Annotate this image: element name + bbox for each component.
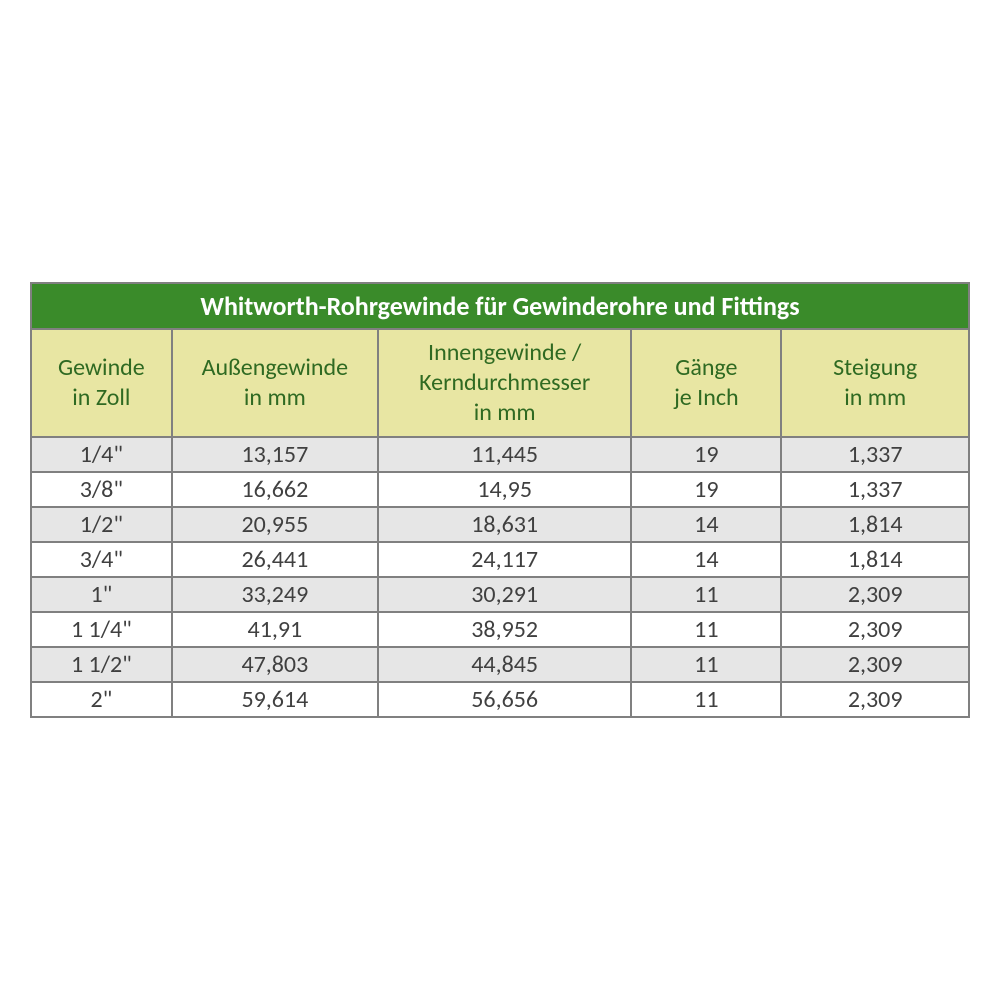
table-cell: 11 bbox=[631, 682, 781, 717]
table-cell: 19 bbox=[631, 437, 781, 472]
table-cell: 47,803 bbox=[172, 647, 378, 682]
col-header-line: Gänge bbox=[675, 353, 737, 382]
table-body: 1/4"13,15711,445191,3373/8"16,66214,9519… bbox=[31, 437, 969, 717]
table-row: 1/4"13,15711,445191,337 bbox=[31, 437, 969, 472]
col-header-line: Außengewinde bbox=[202, 353, 348, 382]
table-cell: 11 bbox=[631, 647, 781, 682]
table-cell: 56,656 bbox=[378, 682, 631, 717]
table-row: 3/8"16,66214,95191,337 bbox=[31, 472, 969, 507]
table-row: 2"59,61456,656112,309 bbox=[31, 682, 969, 717]
table-cell: 26,441 bbox=[172, 542, 378, 577]
table-cell: 11 bbox=[631, 612, 781, 647]
table-cell: 1/4" bbox=[31, 437, 172, 472]
table-cell: 13,157 bbox=[172, 437, 378, 472]
table-cell: 59,614 bbox=[172, 682, 378, 717]
table-cell: 2,309 bbox=[781, 612, 969, 647]
col-header-gaenge: Gänge je Inch bbox=[631, 329, 781, 437]
table-cell: 1/2" bbox=[31, 507, 172, 542]
table-container: Whitworth-Rohrgewinde für Gewinderohre u… bbox=[30, 282, 970, 718]
table-cell: 14,95 bbox=[378, 472, 631, 507]
table-cell: 30,291 bbox=[378, 577, 631, 612]
table-cell: 1,337 bbox=[781, 437, 969, 472]
col-header-steigung: Steigung in mm bbox=[781, 329, 969, 437]
table-cell: 24,117 bbox=[378, 542, 631, 577]
whitworth-table: Whitworth-Rohrgewinde für Gewinderohre u… bbox=[30, 282, 970, 718]
table-cell: 2" bbox=[31, 682, 172, 717]
table-row: 3/4"26,44124,117141,814 bbox=[31, 542, 969, 577]
col-header-line: in Zoll bbox=[72, 383, 130, 412]
table-cell: 19 bbox=[631, 472, 781, 507]
table-cell: 3/4" bbox=[31, 542, 172, 577]
col-header-innengewinde: Innengewinde / Kerndurchmesser in mm bbox=[378, 329, 631, 437]
table-cell: 20,955 bbox=[172, 507, 378, 542]
table-cell: 44,845 bbox=[378, 647, 631, 682]
table-row: 1 1/2"47,80344,845112,309 bbox=[31, 647, 969, 682]
table-cell: 14 bbox=[631, 542, 781, 577]
col-header-line: in mm bbox=[474, 398, 536, 427]
col-header-line: in mm bbox=[844, 383, 906, 412]
table-row: 1 1/4"41,9138,952112,309 bbox=[31, 612, 969, 647]
table-row: 1"33,24930,291112,309 bbox=[31, 577, 969, 612]
table-cell: 33,249 bbox=[172, 577, 378, 612]
table-cell: 2,309 bbox=[781, 682, 969, 717]
table-cell: 18,631 bbox=[378, 507, 631, 542]
table-cell: 1,814 bbox=[781, 507, 969, 542]
col-header-aussengewinde: Außengewinde in mm bbox=[172, 329, 378, 437]
table-cell: 11,445 bbox=[378, 437, 631, 472]
col-header-gewinde: Gewinde in Zoll bbox=[31, 329, 172, 437]
table-header-row: Gewinde in Zoll Außengewinde in mm Innen… bbox=[31, 329, 969, 437]
table-cell: 1,814 bbox=[781, 542, 969, 577]
table-title-row: Whitworth-Rohrgewinde für Gewinderohre u… bbox=[31, 283, 969, 329]
table-cell: 1 1/2" bbox=[31, 647, 172, 682]
col-header-line: je Inch bbox=[674, 383, 739, 412]
table-cell: 16,662 bbox=[172, 472, 378, 507]
col-header-line: in mm bbox=[244, 383, 306, 412]
table-cell: 2,309 bbox=[781, 577, 969, 612]
table-title: Whitworth-Rohrgewinde für Gewinderohre u… bbox=[31, 283, 969, 329]
table-cell: 11 bbox=[631, 577, 781, 612]
table-cell: 14 bbox=[631, 507, 781, 542]
col-header-line: Steigung bbox=[833, 353, 917, 382]
table-cell: 1,337 bbox=[781, 472, 969, 507]
col-header-line: Kerndurchmesser bbox=[419, 368, 590, 397]
table-cell: 3/8" bbox=[31, 472, 172, 507]
table-cell: 41,91 bbox=[172, 612, 378, 647]
table-cell: 38,952 bbox=[378, 612, 631, 647]
col-header-line: Gewinde bbox=[58, 353, 145, 382]
col-header-line: Innengewinde / bbox=[428, 338, 581, 367]
table-cell: 1" bbox=[31, 577, 172, 612]
table-row: 1/2"20,95518,631141,814 bbox=[31, 507, 969, 542]
table-cell: 2,309 bbox=[781, 647, 969, 682]
table-cell: 1 1/4" bbox=[31, 612, 172, 647]
